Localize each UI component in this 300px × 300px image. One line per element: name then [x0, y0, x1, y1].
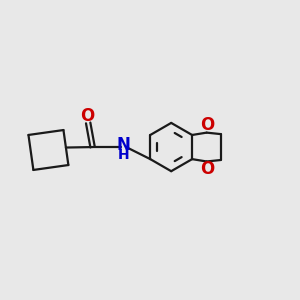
Text: O: O [200, 160, 215, 178]
Text: N: N [116, 136, 130, 154]
Text: H: H [117, 148, 129, 162]
Text: O: O [200, 116, 215, 134]
Text: O: O [80, 107, 94, 125]
